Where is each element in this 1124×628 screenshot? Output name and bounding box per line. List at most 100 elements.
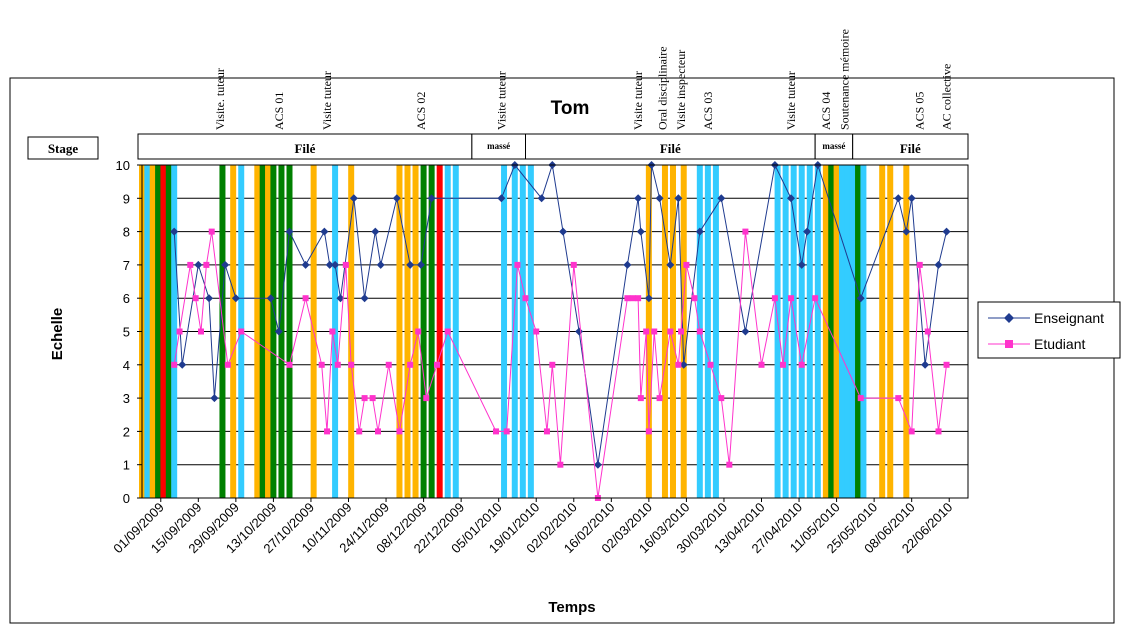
point-enseignant [320,227,329,236]
point-enseignant [559,227,568,236]
y-axis-ticks: 0 1 2 3 4 5 6 7 8 9 10 [116,158,142,506]
event-label: Visite. tuteur [213,68,227,130]
phase-box [525,133,816,160]
point-enseignant [644,294,653,303]
point-etudiant [329,328,336,335]
point-etudiant [629,295,636,302]
point-enseignant [427,194,436,203]
event-label: AC collective [940,64,954,130]
session-bar [348,165,355,498]
point-etudiant [423,395,430,402]
phase-box [814,133,854,160]
legend-box [977,301,1121,359]
session-bar [661,165,668,498]
point-etudiant [643,328,650,335]
point-etudiant [637,395,644,402]
y-tick-label: 2 [123,424,130,439]
session-bar [527,165,534,498]
point-etudiant [198,328,204,335]
point-etudiant [286,361,293,368]
y-tick-label: 3 [123,391,130,406]
point-etudiant [779,361,786,368]
y-tick-label: 6 [123,291,130,306]
point-enseignant [741,327,750,336]
point-enseignant [205,294,214,303]
point-etudiant [656,395,663,402]
session-bar [790,165,797,498]
y-axis-label: Echelle [49,308,66,361]
session-bar [230,165,237,498]
session-bar [798,165,805,498]
point-etudiant [570,261,577,268]
y-tick-label: 1 [123,458,130,473]
point-enseignant [301,260,310,269]
point-enseignant [717,194,726,203]
point-enseignant [406,260,415,269]
point-etudiant [683,261,690,268]
session-bar [828,165,835,498]
event-label: Visite tuteur [784,71,798,130]
session-bar [782,165,789,498]
y-tick-label: 0 [123,491,130,506]
session-bar [860,165,867,498]
event-label: Oral disciplinaire [655,46,669,130]
point-enseignant [803,227,812,236]
point-enseignant [655,194,664,203]
point-enseignant [634,194,643,203]
session-bar [144,165,151,498]
phase-band: Stage Filé massé Filé massé Filé [27,133,969,160]
phase-label: Filé [900,141,921,156]
point-enseignant [266,294,275,303]
point-etudiant [691,295,698,302]
point-enseignant [331,260,340,269]
point-etudiant [635,295,642,302]
point-etudiant [645,428,652,435]
point-etudiant [533,328,540,335]
point-enseignant [623,260,632,269]
point-etudiant [493,428,499,435]
session-bar [259,165,266,498]
stage-label: Stage [48,141,79,156]
point-etudiant [514,261,521,268]
session-bar [254,165,261,498]
point-enseignant [371,227,380,236]
point-etudiant [758,361,765,368]
point-enseignant [210,394,219,403]
point-etudiant [557,461,564,468]
point-etudiant [434,361,440,368]
session-bar [774,165,781,498]
point-enseignant [285,227,294,236]
point-etudiant [908,428,915,435]
point-etudiant [943,361,950,368]
point-enseignant [325,260,334,269]
point-enseignant [666,260,675,269]
session-bar [806,165,813,498]
point-etudiant [342,261,349,268]
point-etudiant [522,295,529,302]
session-bar [165,165,172,498]
event-label: Visite tuteur [494,71,508,130]
point-etudiant [718,395,725,402]
session-bar [160,165,167,498]
phase-label: massé [822,141,845,151]
phase-label: massé [487,141,510,151]
phase-label: Filé [294,141,315,156]
event-label: ACS 04 [819,92,833,130]
point-etudiant [318,361,325,368]
phase-box [852,133,969,160]
point-etudiant [334,361,341,368]
point-etudiant [171,361,178,368]
point-etudiant [742,228,749,235]
session-bar [814,165,821,498]
point-etudiant [675,361,682,368]
session-bar [452,165,459,498]
point-etudiant [798,361,805,368]
event-label: ACS 02 [414,92,428,130]
y-tick-label: 4 [123,358,130,373]
point-etudiant [396,428,403,435]
session-bar [420,165,427,498]
point-etudiant [176,328,183,335]
session-bar [396,165,403,498]
event-label: Visite inspecteur [674,50,688,130]
session-bar [822,165,829,498]
